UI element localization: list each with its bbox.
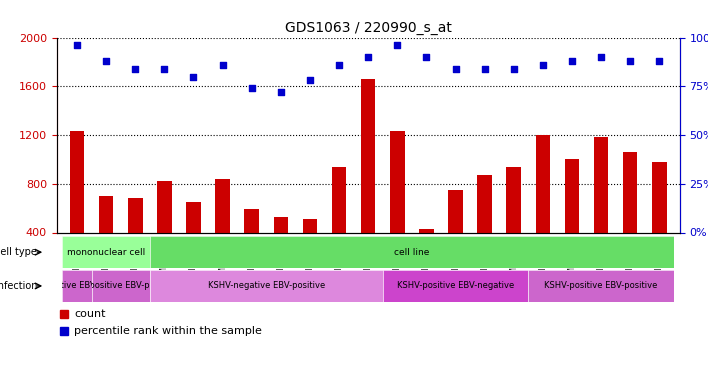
Bar bbox=[215, 179, 230, 281]
Bar bbox=[70, 131, 84, 281]
Point bbox=[566, 58, 578, 64]
Bar bbox=[157, 182, 171, 281]
Text: KSHV-positive EBV-negative: KSHV-positive EBV-negative bbox=[397, 281, 514, 291]
Title: GDS1063 / 220990_s_at: GDS1063 / 220990_s_at bbox=[285, 21, 452, 35]
Bar bbox=[302, 219, 317, 281]
Point bbox=[624, 58, 636, 64]
Point bbox=[508, 66, 520, 72]
Point bbox=[246, 85, 258, 91]
Point bbox=[217, 62, 228, 68]
Point bbox=[450, 66, 461, 72]
Point bbox=[537, 62, 549, 68]
Bar bbox=[623, 152, 637, 281]
Point bbox=[595, 54, 607, 60]
Bar bbox=[361, 79, 375, 281]
Bar bbox=[448, 190, 463, 281]
Text: cell type: cell type bbox=[0, 247, 37, 257]
Bar bbox=[419, 229, 434, 281]
Bar bbox=[506, 166, 521, 281]
Text: percentile rank within the sample: percentile rank within the sample bbox=[74, 326, 262, 336]
Point bbox=[653, 58, 665, 64]
Text: cell line: cell line bbox=[394, 248, 430, 256]
Bar bbox=[535, 135, 550, 281]
Bar bbox=[332, 166, 346, 281]
Text: KSHV-positive EBV-negative: KSHV-positive EBV-negative bbox=[18, 281, 136, 291]
Bar bbox=[390, 131, 404, 281]
Text: count: count bbox=[74, 309, 105, 319]
Text: KSHV-positive EBV-positive: KSHV-positive EBV-positive bbox=[64, 281, 178, 291]
Bar bbox=[594, 138, 608, 281]
Bar bbox=[99, 196, 113, 281]
Point bbox=[275, 89, 287, 95]
Bar bbox=[652, 162, 666, 281]
Bar bbox=[186, 202, 201, 281]
Point bbox=[188, 74, 199, 80]
Point bbox=[392, 42, 403, 48]
Point bbox=[159, 66, 170, 72]
Text: KSHV-negative EBV-positive: KSHV-negative EBV-positive bbox=[207, 281, 325, 291]
Text: infection: infection bbox=[0, 281, 38, 291]
Bar bbox=[565, 159, 579, 281]
Bar bbox=[128, 198, 142, 281]
Point bbox=[421, 54, 432, 60]
Text: mononuclear cell: mononuclear cell bbox=[67, 248, 145, 256]
Bar bbox=[477, 175, 492, 281]
Point bbox=[479, 66, 490, 72]
Point bbox=[333, 62, 345, 68]
Point bbox=[130, 66, 141, 72]
Bar bbox=[273, 217, 288, 281]
Point bbox=[101, 58, 112, 64]
Text: KSHV-positive EBV-positive: KSHV-positive EBV-positive bbox=[544, 281, 658, 291]
Point bbox=[72, 42, 83, 48]
Bar bbox=[244, 209, 259, 281]
Point bbox=[304, 77, 316, 83]
Point bbox=[362, 54, 374, 60]
